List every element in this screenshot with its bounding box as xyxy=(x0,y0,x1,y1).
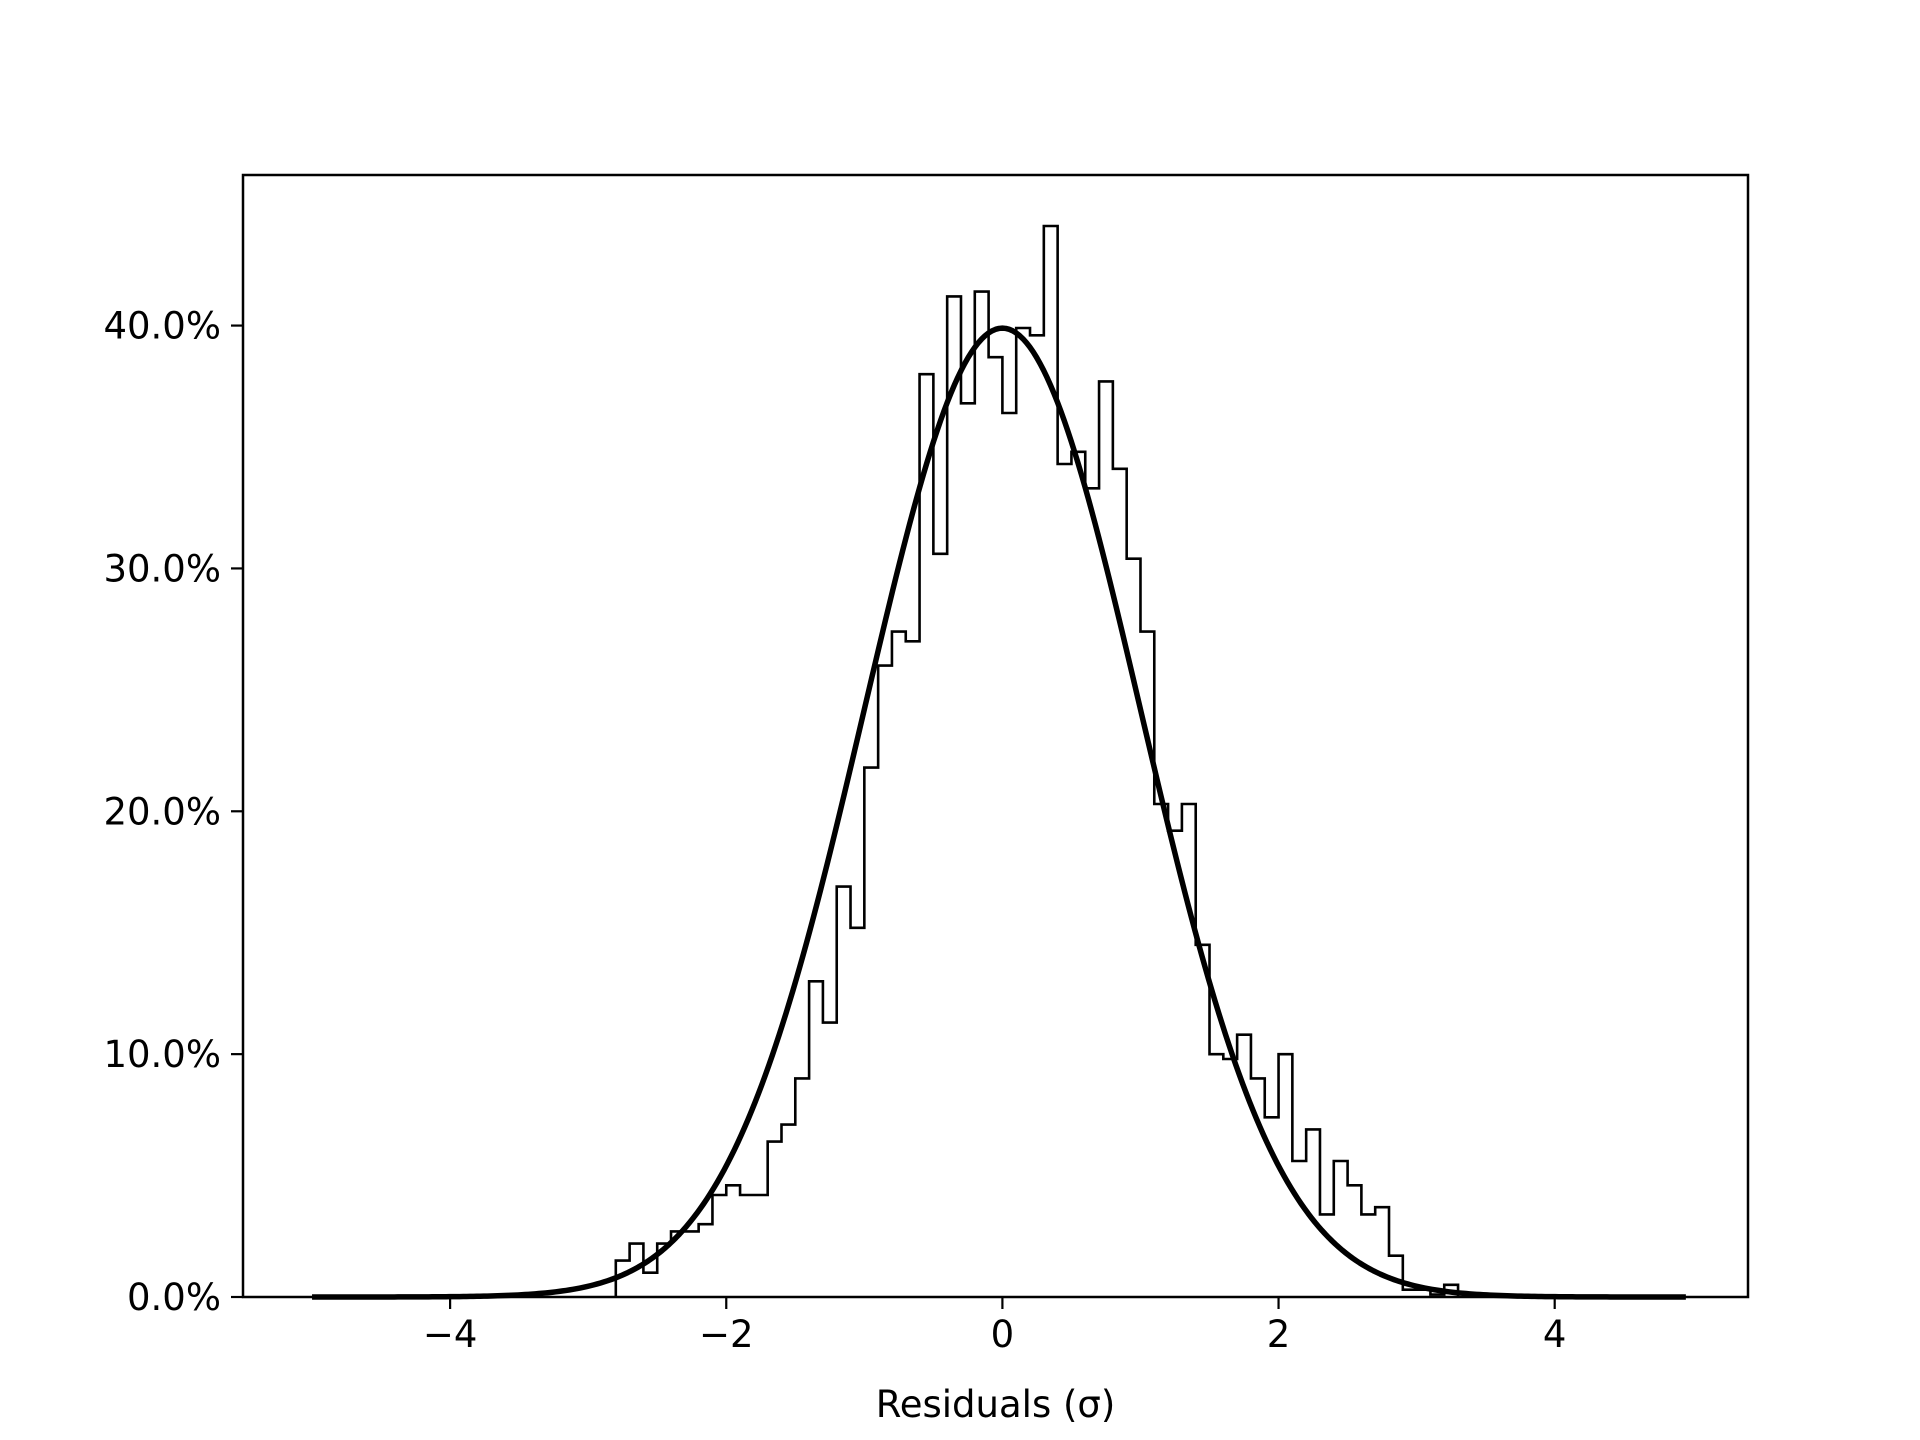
x-axis-label: Residuals (σ) xyxy=(876,1383,1116,1426)
plot-layer xyxy=(312,224,1686,1300)
x-tick-label: 2 xyxy=(1267,1313,1291,1356)
plot-frame xyxy=(241,173,1750,1299)
y-tick-label: 20.0% xyxy=(103,790,221,833)
y-tick-label: 40.0% xyxy=(103,305,221,348)
y-tick-label: 10.0% xyxy=(103,1033,221,1076)
ticks-layer: −4 −2 0 2 40.0%10.0%20.0%30.0%40.0% xyxy=(103,305,1566,1356)
y-tick-label: 30.0% xyxy=(103,547,221,590)
x-tick-label: −4 xyxy=(423,1313,478,1356)
x-tick-label: 4 xyxy=(1543,1313,1567,1356)
y-tick-label: 0.0% xyxy=(127,1276,221,1319)
x-tick-label: 0 xyxy=(991,1313,1015,1356)
x-tick-label: −2 xyxy=(699,1313,754,1356)
normal-pdf-curve xyxy=(312,325,1686,1300)
histogram-step-series xyxy=(614,224,1460,1297)
